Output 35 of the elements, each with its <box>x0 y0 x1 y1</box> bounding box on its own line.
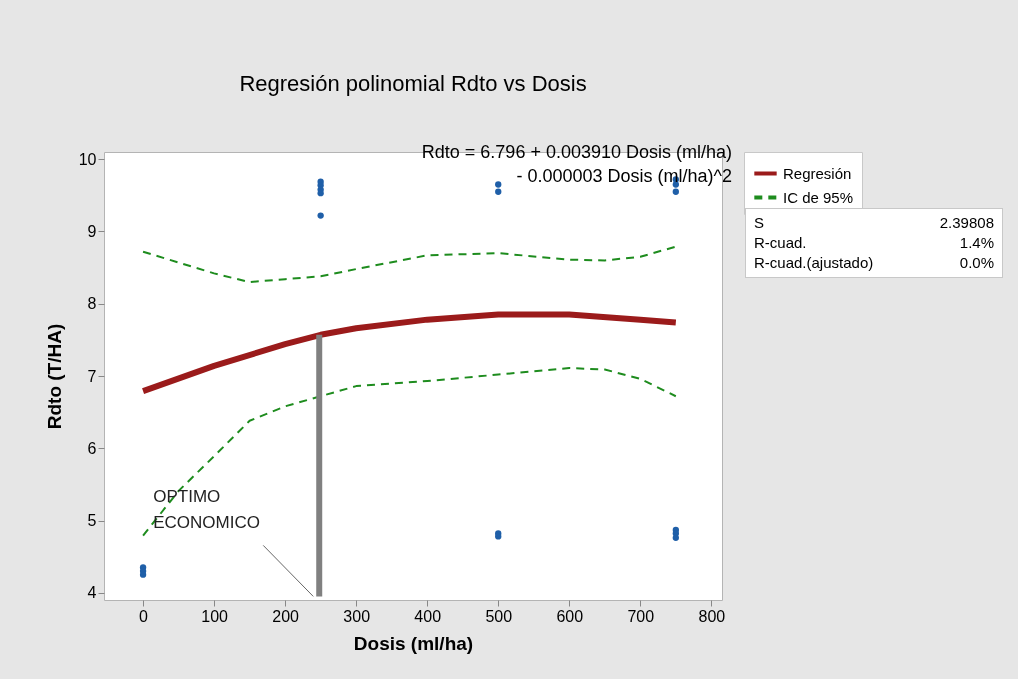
point <box>317 190 324 197</box>
line-series <box>142 367 677 537</box>
text: S 2.39808 <box>754 214 994 231</box>
y-tick-label: 8 <box>87 295 97 313</box>
point <box>672 534 679 542</box>
y-tick-label: 9 <box>87 222 97 240</box>
chart-title: Regresión polinomial Rdto vs Dosis <box>239 71 587 96</box>
y-tick-label: 5 <box>87 512 97 530</box>
x-tick-label: 800 <box>698 607 726 625</box>
x-tick-label: 600 <box>556 607 584 625</box>
y-axis-title: Rdto (T/HA) <box>43 323 65 430</box>
text: R-cuad.(ajustado) 0.0% <box>754 254 994 271</box>
y-tick-label: 4 <box>87 584 97 602</box>
x-axis-title: Dosis (ml/ha) <box>353 632 474 654</box>
legend-label: Regresión <box>783 164 852 182</box>
y-tick-label: 6 <box>87 439 97 457</box>
point <box>672 188 679 195</box>
annotation: OPTIMO ECONOMICO <box>153 487 260 533</box>
x-tick-label: 0 <box>139 607 149 625</box>
annotation: Rdto = 6.796 + 0.003910 Dosis (ml/ha) - 0.000003 Dosis (ml/ha)^2 <box>421 142 732 186</box>
x-tick-label: 400 <box>414 607 442 625</box>
line-series <box>142 245 677 284</box>
y-tick-label: 7 <box>87 367 97 385</box>
legend-label: IC de 95% <box>783 188 854 206</box>
point <box>495 188 502 195</box>
y-tick-label: 10 <box>78 150 97 168</box>
point <box>495 181 502 188</box>
x-tick-label: 100 <box>201 607 229 625</box>
point <box>139 571 147 578</box>
x-tick-label: 200 <box>272 607 300 625</box>
text: R-cuad. 1.4% <box>754 234 994 251</box>
x-tick-label: 500 <box>485 607 513 625</box>
x-tick-label: 700 <box>627 607 655 625</box>
x-tick-label: 300 <box>343 607 371 625</box>
point <box>317 212 324 219</box>
